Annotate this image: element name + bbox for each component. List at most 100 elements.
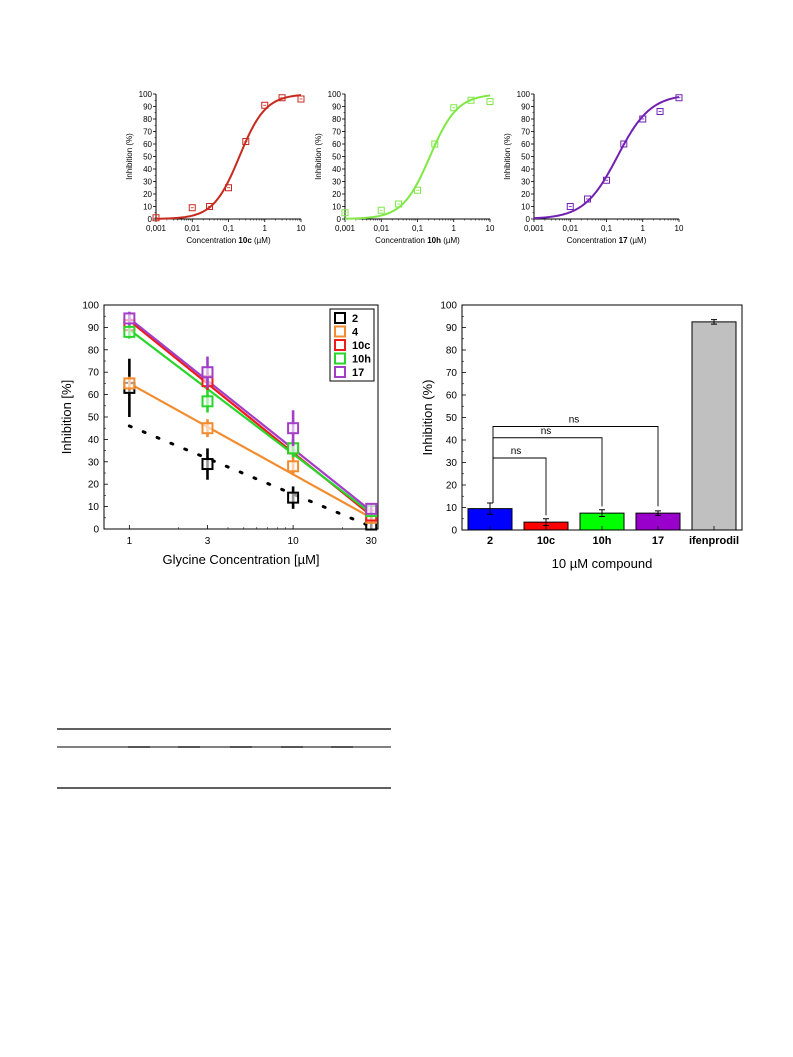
legend-swatch	[334, 366, 346, 378]
y-tick-label: 50	[143, 153, 152, 162]
y-tick-label: 40	[521, 165, 530, 174]
x-tick-label: ifenprodil	[689, 535, 739, 547]
y-tick-label: 0	[451, 526, 457, 537]
y-tick-label: 90	[143, 103, 152, 112]
data-point-2	[287, 491, 300, 504]
y-tick-label: 10	[332, 203, 341, 212]
y-tick-label: 70	[143, 128, 152, 137]
y-tick-label: 0	[148, 215, 153, 224]
y-tick-label: 60	[143, 140, 152, 149]
significance-bracket	[492, 426, 659, 507]
y-tick-label: 50	[332, 153, 341, 162]
y-tick-label: 70	[446, 368, 458, 379]
x-tick-label: 10	[288, 536, 300, 547]
legend-box	[329, 308, 375, 382]
data-point	[486, 98, 494, 105]
dose-response-chart-10c: 0 10 20 30 40 50 60 70 80 90 100 0,001 0,01 0,1 1 10 Inh…	[125, 90, 306, 245]
y-tick-label: 100	[328, 90, 342, 99]
legend-swatch	[334, 312, 346, 324]
x-tick-label: 0,01	[562, 224, 578, 233]
y-tick-label: 30	[521, 178, 530, 187]
data-point-17	[287, 422, 300, 435]
data-point	[377, 206, 385, 214]
data-point	[656, 108, 664, 115]
x-tick-label: 0,001	[524, 224, 545, 233]
y-tick-label: 80	[446, 346, 458, 357]
data-point	[639, 115, 647, 123]
data-point-4	[201, 422, 214, 435]
x-tick-label: 0,1	[601, 224, 613, 233]
x-tick-label: 1	[263, 224, 268, 233]
significance-bracket	[492, 457, 547, 516]
legend-label: 10h	[352, 354, 371, 366]
y-tick-label: 60	[446, 391, 458, 402]
y-tick-label: 30	[332, 178, 341, 187]
y-tick-label: 30	[446, 458, 458, 469]
y-tick-label: 100	[82, 301, 99, 312]
y-tick-label: 80	[332, 115, 341, 124]
data-point	[414, 186, 421, 194]
y-axis-label: Inhibition [%]	[59, 380, 74, 454]
legend-swatch	[334, 339, 346, 351]
y-tick-label: 10	[446, 503, 458, 514]
data-point-10h	[123, 325, 136, 338]
y-tick-label: 80	[143, 115, 152, 124]
legend-label: 10c	[352, 340, 370, 352]
y-tick-label: 90	[521, 103, 530, 112]
significance-label: ns	[569, 415, 580, 426]
legend-swatch	[334, 325, 346, 338]
fit-line-10h	[128, 328, 372, 515]
y-tick-label: 30	[143, 178, 152, 187]
y-tick-label: 100	[139, 90, 153, 99]
data-point	[675, 94, 683, 102]
y-tick-label: 80	[521, 115, 530, 124]
x-axis-label: Concentration 10c (µM)	[186, 236, 271, 245]
data-point-17	[123, 312, 136, 325]
y-tick-label: 40	[446, 436, 458, 447]
glycine-inhibition-chart: 0 10 20 30 40 50 60 70 80 90 100 1 3 10 30 Inhibition […	[59, 301, 379, 567]
y-tick-label: 70	[88, 368, 100, 379]
data-point-4	[123, 377, 136, 390]
y-tick-label: 60	[521, 140, 530, 149]
y-tick-label: 30	[88, 457, 100, 468]
fit-line-4	[128, 382, 372, 519]
x-tick-label: 1	[641, 224, 646, 233]
data-point	[467, 96, 475, 104]
data-point-10h	[201, 395, 214, 408]
y-tick-label: 50	[521, 153, 530, 162]
y-tick-label: 50	[446, 413, 458, 424]
y-tick-label: 90	[446, 323, 458, 334]
x-tick-label: 3	[205, 536, 211, 547]
y-tick-label: 60	[88, 390, 100, 401]
y-tick-label: 70	[332, 128, 341, 137]
y-tick-label: 40	[332, 165, 341, 174]
data-point	[584, 195, 592, 203]
data-point	[341, 209, 349, 217]
y-axis-label: Inhibition (%)	[503, 133, 512, 180]
legend-label: 17	[352, 367, 364, 379]
x-tick-label: 0,001	[146, 224, 167, 233]
data-point	[242, 138, 250, 145]
fit-line-2	[127, 424, 368, 527]
y-tick-label: 100	[517, 90, 531, 99]
legend-label: 4	[352, 327, 359, 339]
x-tick-label: 2	[487, 535, 493, 547]
y-tick-label: 20	[332, 190, 341, 199]
y-tick-label: 90	[332, 103, 341, 112]
significance-bracket	[492, 437, 603, 507]
data-point	[261, 101, 269, 109]
fit-curve	[344, 94, 491, 220]
data-point	[206, 203, 214, 210]
compound-inhibition-bar-chart: 0 10 20 30 40 50 60 70 80 90 100 Inhibition (%) 10 µ…	[420, 301, 743, 571]
data-point	[188, 204, 196, 212]
data-point	[450, 104, 458, 112]
y-axis-label: Inhibition (%)	[420, 380, 435, 456]
y-tick-label: 60	[332, 140, 341, 149]
data-point-17	[201, 366, 214, 379]
y-tick-label: 10	[88, 502, 100, 513]
y-tick-label: 70	[521, 128, 530, 137]
x-tick-label: 17	[652, 535, 664, 547]
y-tick-label: 0	[337, 215, 342, 224]
data-point	[152, 214, 160, 222]
y-tick-label: 20	[88, 480, 100, 491]
